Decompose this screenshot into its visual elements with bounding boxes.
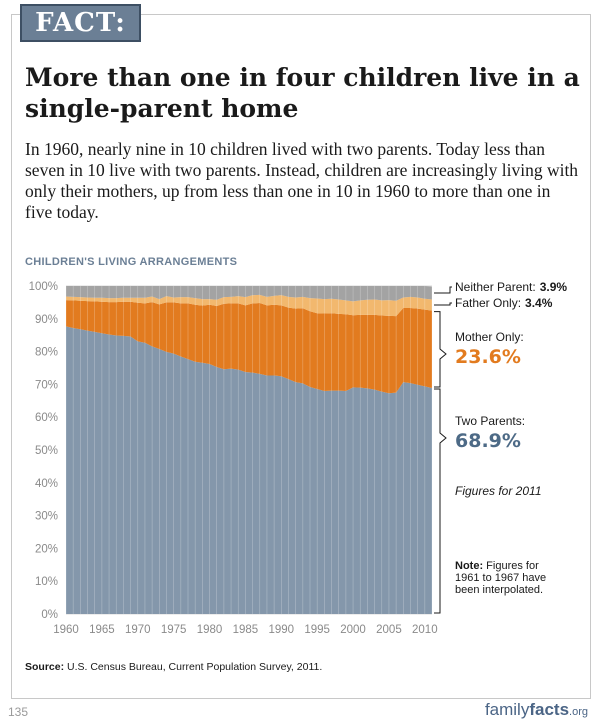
x-tick-label: 1970 [125,624,151,636]
legend-neither-value: 3.9% [540,280,568,294]
x-axis: 1960 1965 1970 1975 1980 1985 1990 1995 2000 2005… [53,624,437,636]
chart-title: CHILDREN'S LIVING ARRANGEMENTS [25,256,238,268]
y-axis: 0% 10% 20% 30% 40% 50% 60% 70% 80% 90% 100% [29,281,58,621]
x-tick-label: 1960 [53,624,79,636]
x-tick-label: 1985 [233,624,259,636]
x-tick-label: 2000 [340,624,366,636]
pointer-neither-parent [434,286,452,294]
x-tick-label: 2005 [376,624,402,636]
y-tick-label: 40% [35,478,58,490]
brand-word-facts: facts [529,700,570,719]
legend-neither-parent: Neither Parent: 3.9% [455,280,567,294]
source-text: U.S. Census Bureau, Current Population S… [64,661,323,673]
brand-word-family: family [484,700,530,719]
living-arrangements-chart: 0%10%20%30%40%50%60%70%80%90%100% 1960 19… [29,280,568,636]
y-tick-label: 50% [35,445,58,457]
chart-year-dividers [65,286,433,614]
legend-mother-value: 23.6% [455,346,521,368]
y-tick-label: 0% [41,609,58,621]
bracket-two-parents [434,388,447,614]
y-tick-label: 100% [29,281,58,293]
brand-tld: .org [569,706,588,718]
area-two-parents [66,326,432,614]
y-tick-label: 20% [35,543,58,555]
x-tick-label: 1975 [161,624,187,636]
y-tick-label: 60% [35,412,58,424]
bracket-mother-only [434,311,447,388]
figures-year-note: Figures for 2011 [455,484,542,498]
familyfacts-logo[interactable]: familyfacts.org [485,700,588,720]
y-tick-label: 10% [35,576,58,588]
pointer-father-only [434,302,452,306]
x-tick-label: 1965 [89,624,115,636]
legend-father-only: Father Only: 3.4% [455,296,553,310]
y-tick-label: 80% [35,347,58,359]
x-tick-label: 1995 [304,624,330,636]
x-tick-label: 2010 [412,624,438,636]
legend-two-parents-label: Two Parents: [455,414,525,428]
chart-areas [66,286,432,614]
source-label: Source: [25,661,65,673]
page-number: 135 [8,705,29,719]
source-line: Source: U.S. Census Bureau, Current Popu… [25,661,322,673]
note-text-1: Figures for [483,560,539,572]
area-mother-only [66,300,432,394]
fact-badge: FACT: [20,4,141,42]
y-tick-label: 90% [35,314,58,326]
page-title: More than one in four children live in a… [25,63,580,123]
x-tick-label: 1990 [268,624,294,636]
x-tick-label: 1980 [197,624,223,636]
y-tick-label: 70% [35,379,58,391]
note-label: Note: [455,560,483,572]
legend-father-value: 3.4% [525,296,553,310]
legend-mother-label: Mother Only: [455,330,524,344]
y-tick-label: 30% [35,511,58,523]
intro-paragraph: In 1960, nearly nine in 10 children live… [25,139,579,222]
interpolation-note-line-3: been interpolated. [455,584,543,596]
interpolation-note-line-1: Note: Figures for [455,560,539,572]
area-neither-parent [66,286,432,302]
legend-neither-label: Neither Parent: [455,280,536,294]
area-father-only [66,294,432,317]
legend-brackets [434,286,452,614]
legend-two-parents-value: 68.9% [455,430,521,452]
interpolation-note-line-2: 1961 to 1967 have [455,572,546,584]
legend-father-label: Father Only: [455,296,521,310]
